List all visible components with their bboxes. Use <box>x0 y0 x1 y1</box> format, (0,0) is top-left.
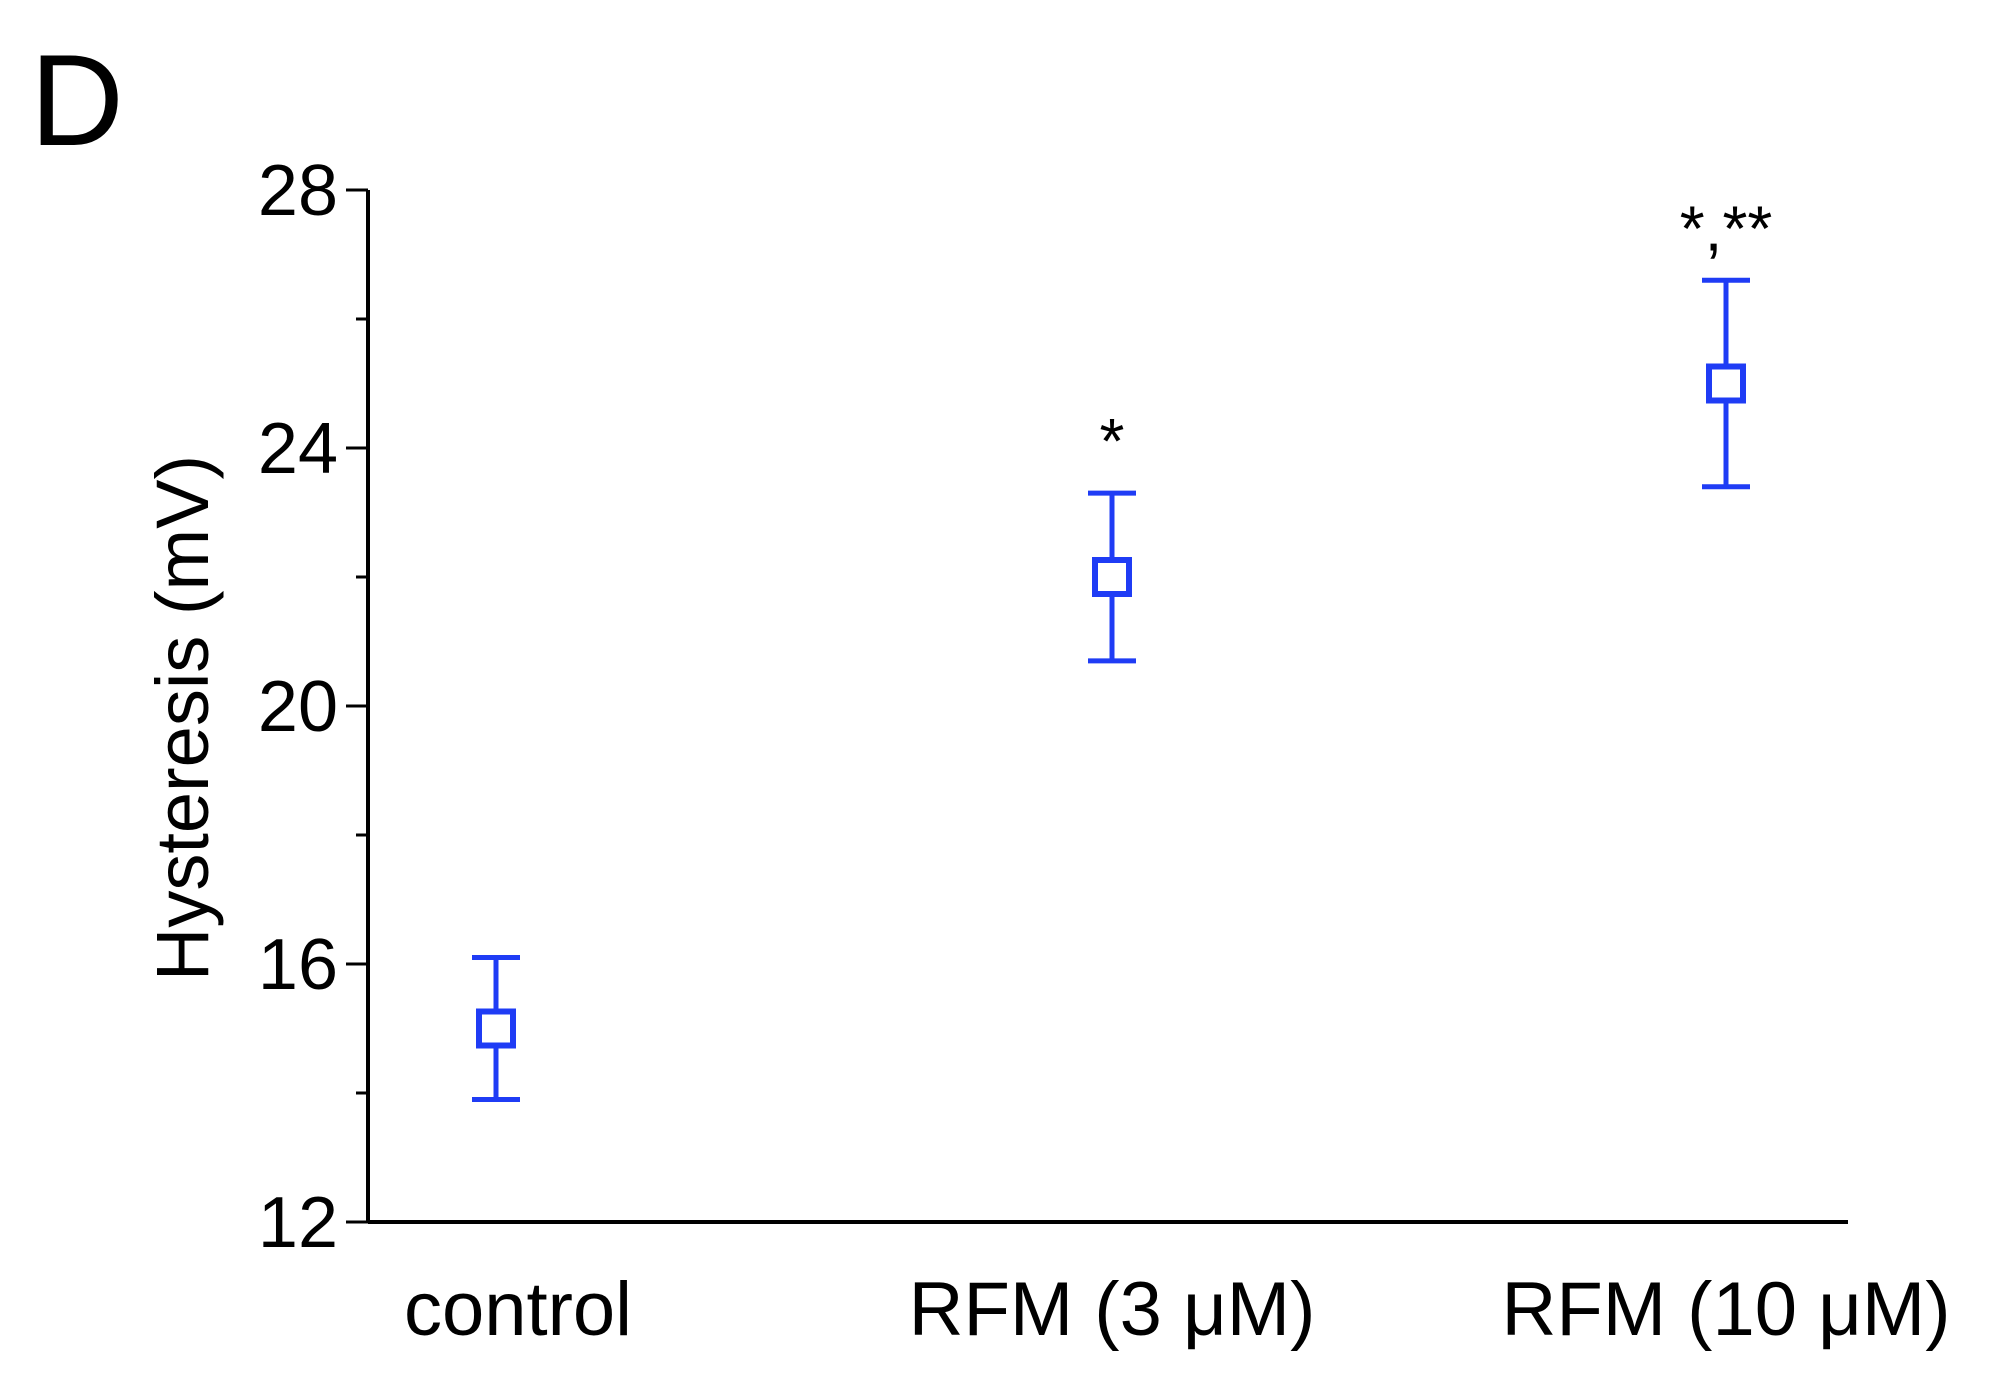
y-tick-label: 28 <box>258 151 338 231</box>
y-tick-label: 24 <box>258 409 338 489</box>
data-point <box>1706 363 1746 404</box>
x-category-label: RFM (3 μM) <box>909 1267 1316 1352</box>
y-axis: 12 16 20 24 28 <box>258 151 370 1263</box>
y-tick-label: 12 <box>258 1183 338 1263</box>
y-tick-label: 16 <box>258 925 338 1005</box>
x-category-label: RFM (10 μM) <box>1501 1267 1950 1352</box>
y-axis-label: Hysteresis (mV) <box>141 455 224 981</box>
panel-label: D <box>30 27 124 173</box>
y-tick-label: 20 <box>258 667 338 747</box>
significance-annotation: * <box>1100 405 1125 477</box>
x-axis: control RFM (3 μM) RFM (10 μM) <box>368 1220 1951 1352</box>
data-point <box>476 1008 516 1049</box>
data-marks: * *,** <box>472 192 1773 1102</box>
significance-annotation: *,** <box>1680 192 1773 264</box>
data-point <box>1092 557 1132 597</box>
x-category-label: control <box>404 1267 632 1352</box>
